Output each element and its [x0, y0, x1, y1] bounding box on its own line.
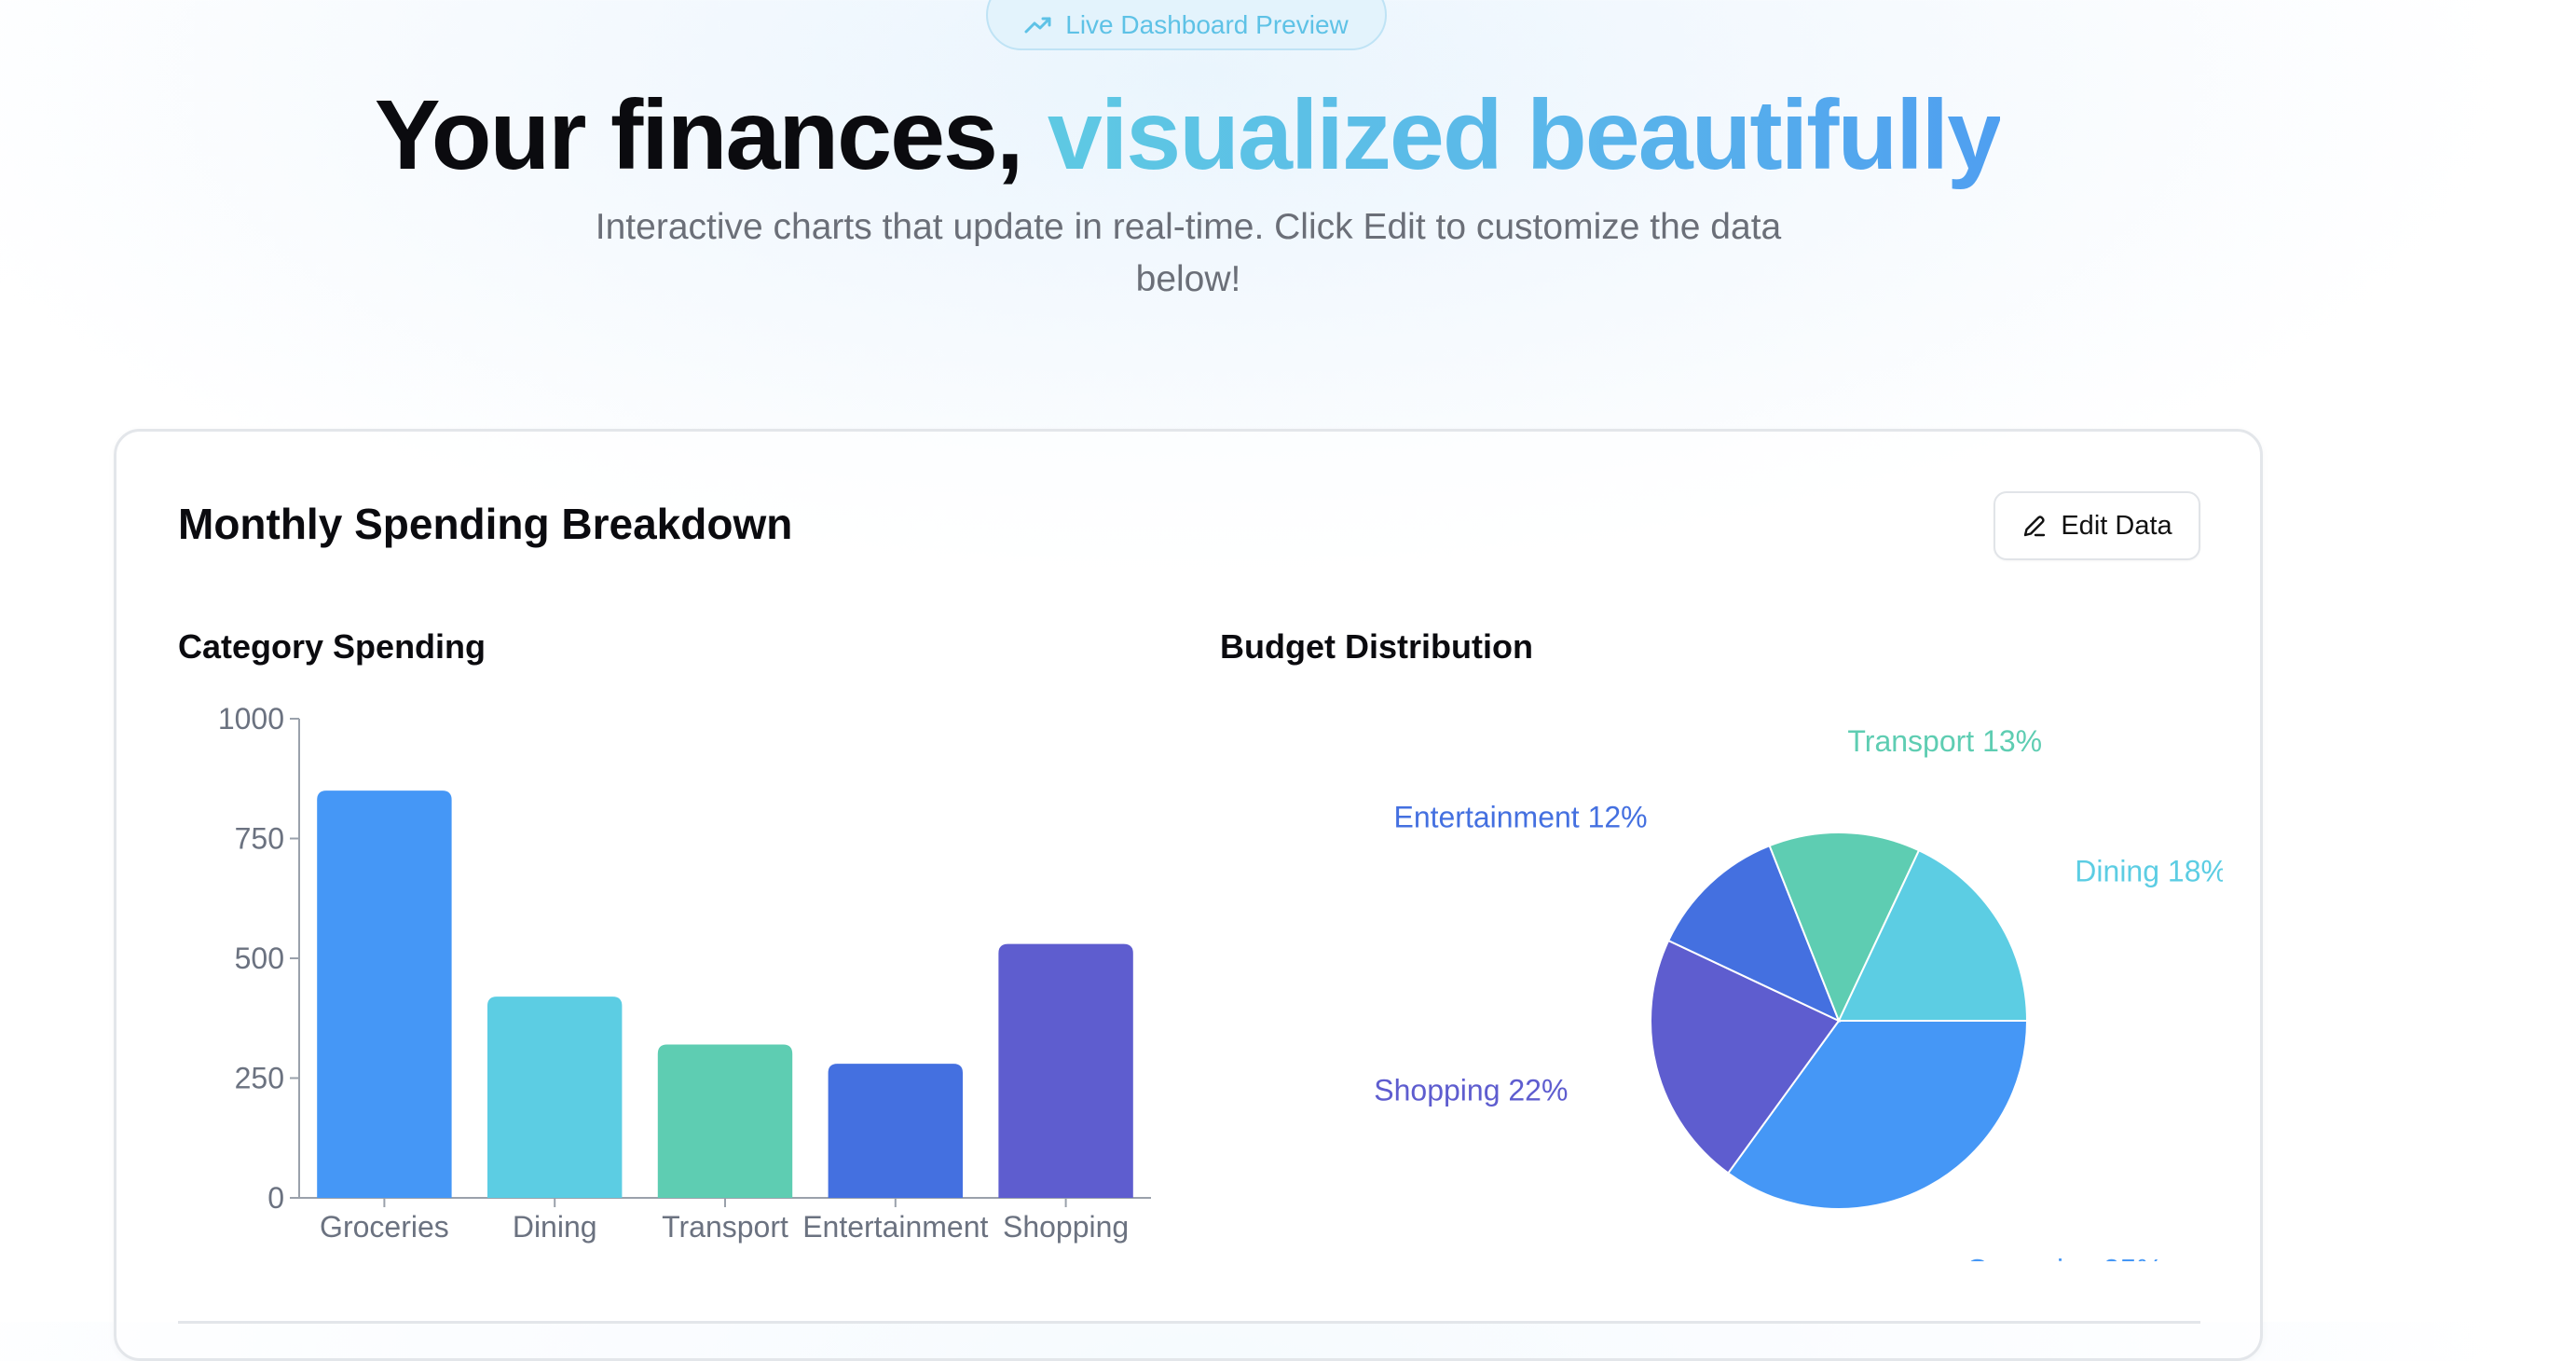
- bar-x-tick-label: Groceries: [320, 1210, 449, 1244]
- bar-x-tick-label: Dining: [513, 1210, 597, 1244]
- bar-y-tick-label: 0: [267, 1181, 284, 1215]
- pie-slice-entertainment: [1666, 844, 1841, 1023]
- pie-label-shopping: Shopping 22%: [1374, 1074, 1568, 1107]
- hero-title: Your finances, visualized beautifully: [0, 75, 2375, 196]
- pie-label-groceries: Groceries 35%: [1966, 1253, 2163, 1261]
- bar-chart: 0 250 500 750 1000 Groceries Dining Transport En…: [218, 702, 1151, 1244]
- card-divider: [178, 1321, 2200, 1324]
- bar-x-tick-label: Shopping: [1003, 1210, 1129, 1244]
- bar-y-tick-label: 250: [235, 1062, 284, 1095]
- hero-title-accent: visualized beautifully: [1047, 80, 2002, 190]
- pie-chart: Groceries 35% Shopping 22% Entertainment 1…: [1374, 724, 2223, 1261]
- pie-label-dining: Dining 18%: [2075, 854, 2223, 887]
- pie-slice-transport: [1768, 832, 1921, 1024]
- hero-title-plain: Your finances,: [374, 80, 1048, 190]
- badge-label: Live Dashboard Preview: [1065, 10, 1349, 39]
- pie-label-entertainment: Entertainment 12%: [1393, 800, 1647, 833]
- hero-subtitle: Interactive charts that update in real-t…: [595, 207, 1782, 299]
- bar-dining: [486, 997, 623, 1198]
- bar-x-tick-label: Transport: [662, 1210, 788, 1244]
- live-dashboard-badge: Live Dashboard Preview: [986, 0, 1387, 50]
- bar-transport: [657, 1044, 793, 1198]
- bar-y-tick-label: 500: [235, 942, 284, 975]
- edit-data-button[interactable]: Edit Data: [1994, 491, 2200, 560]
- bar-shopping: [998, 943, 1133, 1198]
- trending-up-icon: [1024, 15, 1052, 35]
- pencil-icon: [2021, 513, 2048, 539]
- bar-groceries: [317, 790, 452, 1198]
- pie-slice-groceries: [1726, 1020, 2029, 1210]
- bar-x-tick-label: Entertainment: [802, 1210, 988, 1244]
- bar-entertainment: [828, 1064, 964, 1198]
- pie-label-transport: Transport 13%: [1847, 724, 2042, 758]
- bar-y-tick-label: 750: [235, 822, 284, 856]
- pie-chart-title: Budget Distribution: [1220, 627, 1533, 666]
- card-title: Monthly Spending Breakdown: [178, 500, 793, 548]
- spending-card: Monthly Spending Breakdown Edit Data Cat…: [114, 429, 2263, 1361]
- bar-chart-title: Category Spending: [178, 627, 486, 666]
- pie-slice-dining: [1837, 848, 2029, 1022]
- bar-y-tick-label: 1000: [218, 702, 284, 735]
- edit-data-label: Edit Data: [2061, 510, 2172, 541]
